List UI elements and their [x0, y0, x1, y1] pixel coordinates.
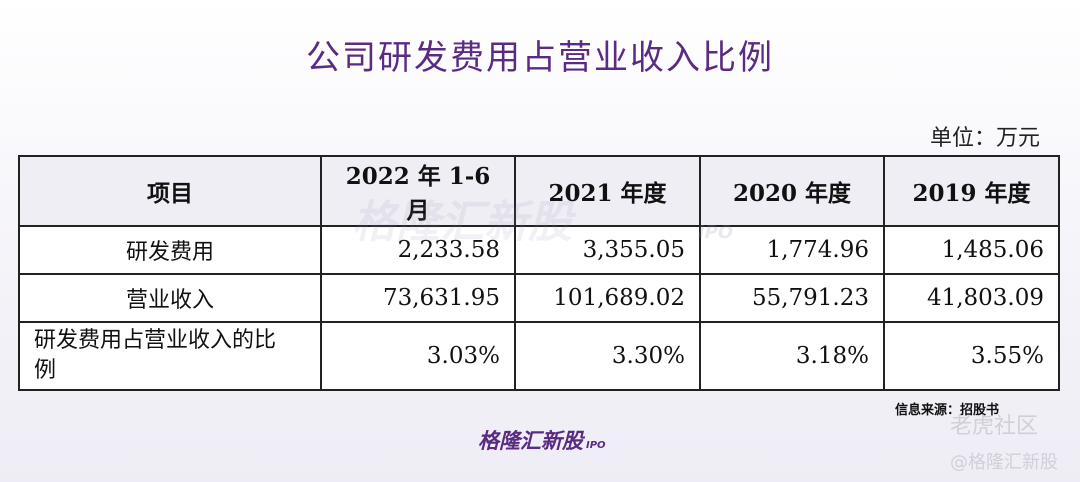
cell: 101,689.02: [514, 273, 701, 323]
cell: 3.55%: [883, 321, 1060, 391]
row: 营业收入 73,631.95 101,689.02 55,791.23 41,8…: [18, 273, 1060, 323]
cell: 3.03%: [320, 321, 516, 391]
watermark: 格隆汇新股: [352, 197, 572, 248]
watermark: @格隆汇新股: [950, 452, 1058, 473]
watermark: IPO: [698, 222, 734, 243]
header-cell: 项目: [18, 155, 322, 227]
row-label: 研发费用: [18, 225, 322, 275]
row-label: 营业收入: [18, 273, 322, 323]
logo-tag: IPO: [586, 440, 606, 451]
header-cell: 2022 年 1-6 月: [320, 155, 516, 227]
cell: 3.30%: [514, 321, 701, 391]
header-cell: 2021 年度: [514, 155, 701, 227]
header-cell: 2019 年度: [883, 155, 1060, 227]
row-label: 研发费用占营业收入的比例: [18, 321, 322, 391]
row: 研发费用占营业收入的比例 3.03% 3.30% 3.18% 3.55%: [18, 321, 1060, 391]
cell: 41,803.09: [883, 273, 1060, 323]
cell: 3,355.05: [514, 225, 701, 275]
table: 项目 2022 年 1-6 月 2021 年度 2020 年度 2019 年度 …: [18, 155, 1060, 391]
cell: 1,774.96: [699, 225, 885, 275]
header-row: 项目 2022 年 1-6 月 2021 年度 2020 年度 2019 年度: [18, 155, 1060, 227]
header-cell: 2020 年度: [699, 155, 885, 227]
source: 信息来源：招股书: [895, 403, 1000, 418]
logo: 格隆汇新股 IPO: [478, 425, 606, 455]
logo-text: 格隆汇新股: [478, 429, 583, 453]
row-label-text: 研发费用占营业收入的比例: [34, 328, 277, 383]
cell: 3.18%: [699, 321, 885, 391]
watermark: 老虎社区: [950, 414, 1039, 439]
unit: 单位：万元: [929, 126, 1040, 151]
cell: 73,631.95: [320, 273, 516, 323]
cell: 55,791.23: [699, 273, 885, 323]
title: 公司研发费用占营业收入比例: [306, 38, 774, 78]
cell: 2,233.58: [320, 225, 516, 275]
row: 研发费用 2,233.58 3,355.05 1,774.96 1,485.06: [18, 225, 1060, 275]
cell: 1,485.06: [883, 225, 1060, 275]
